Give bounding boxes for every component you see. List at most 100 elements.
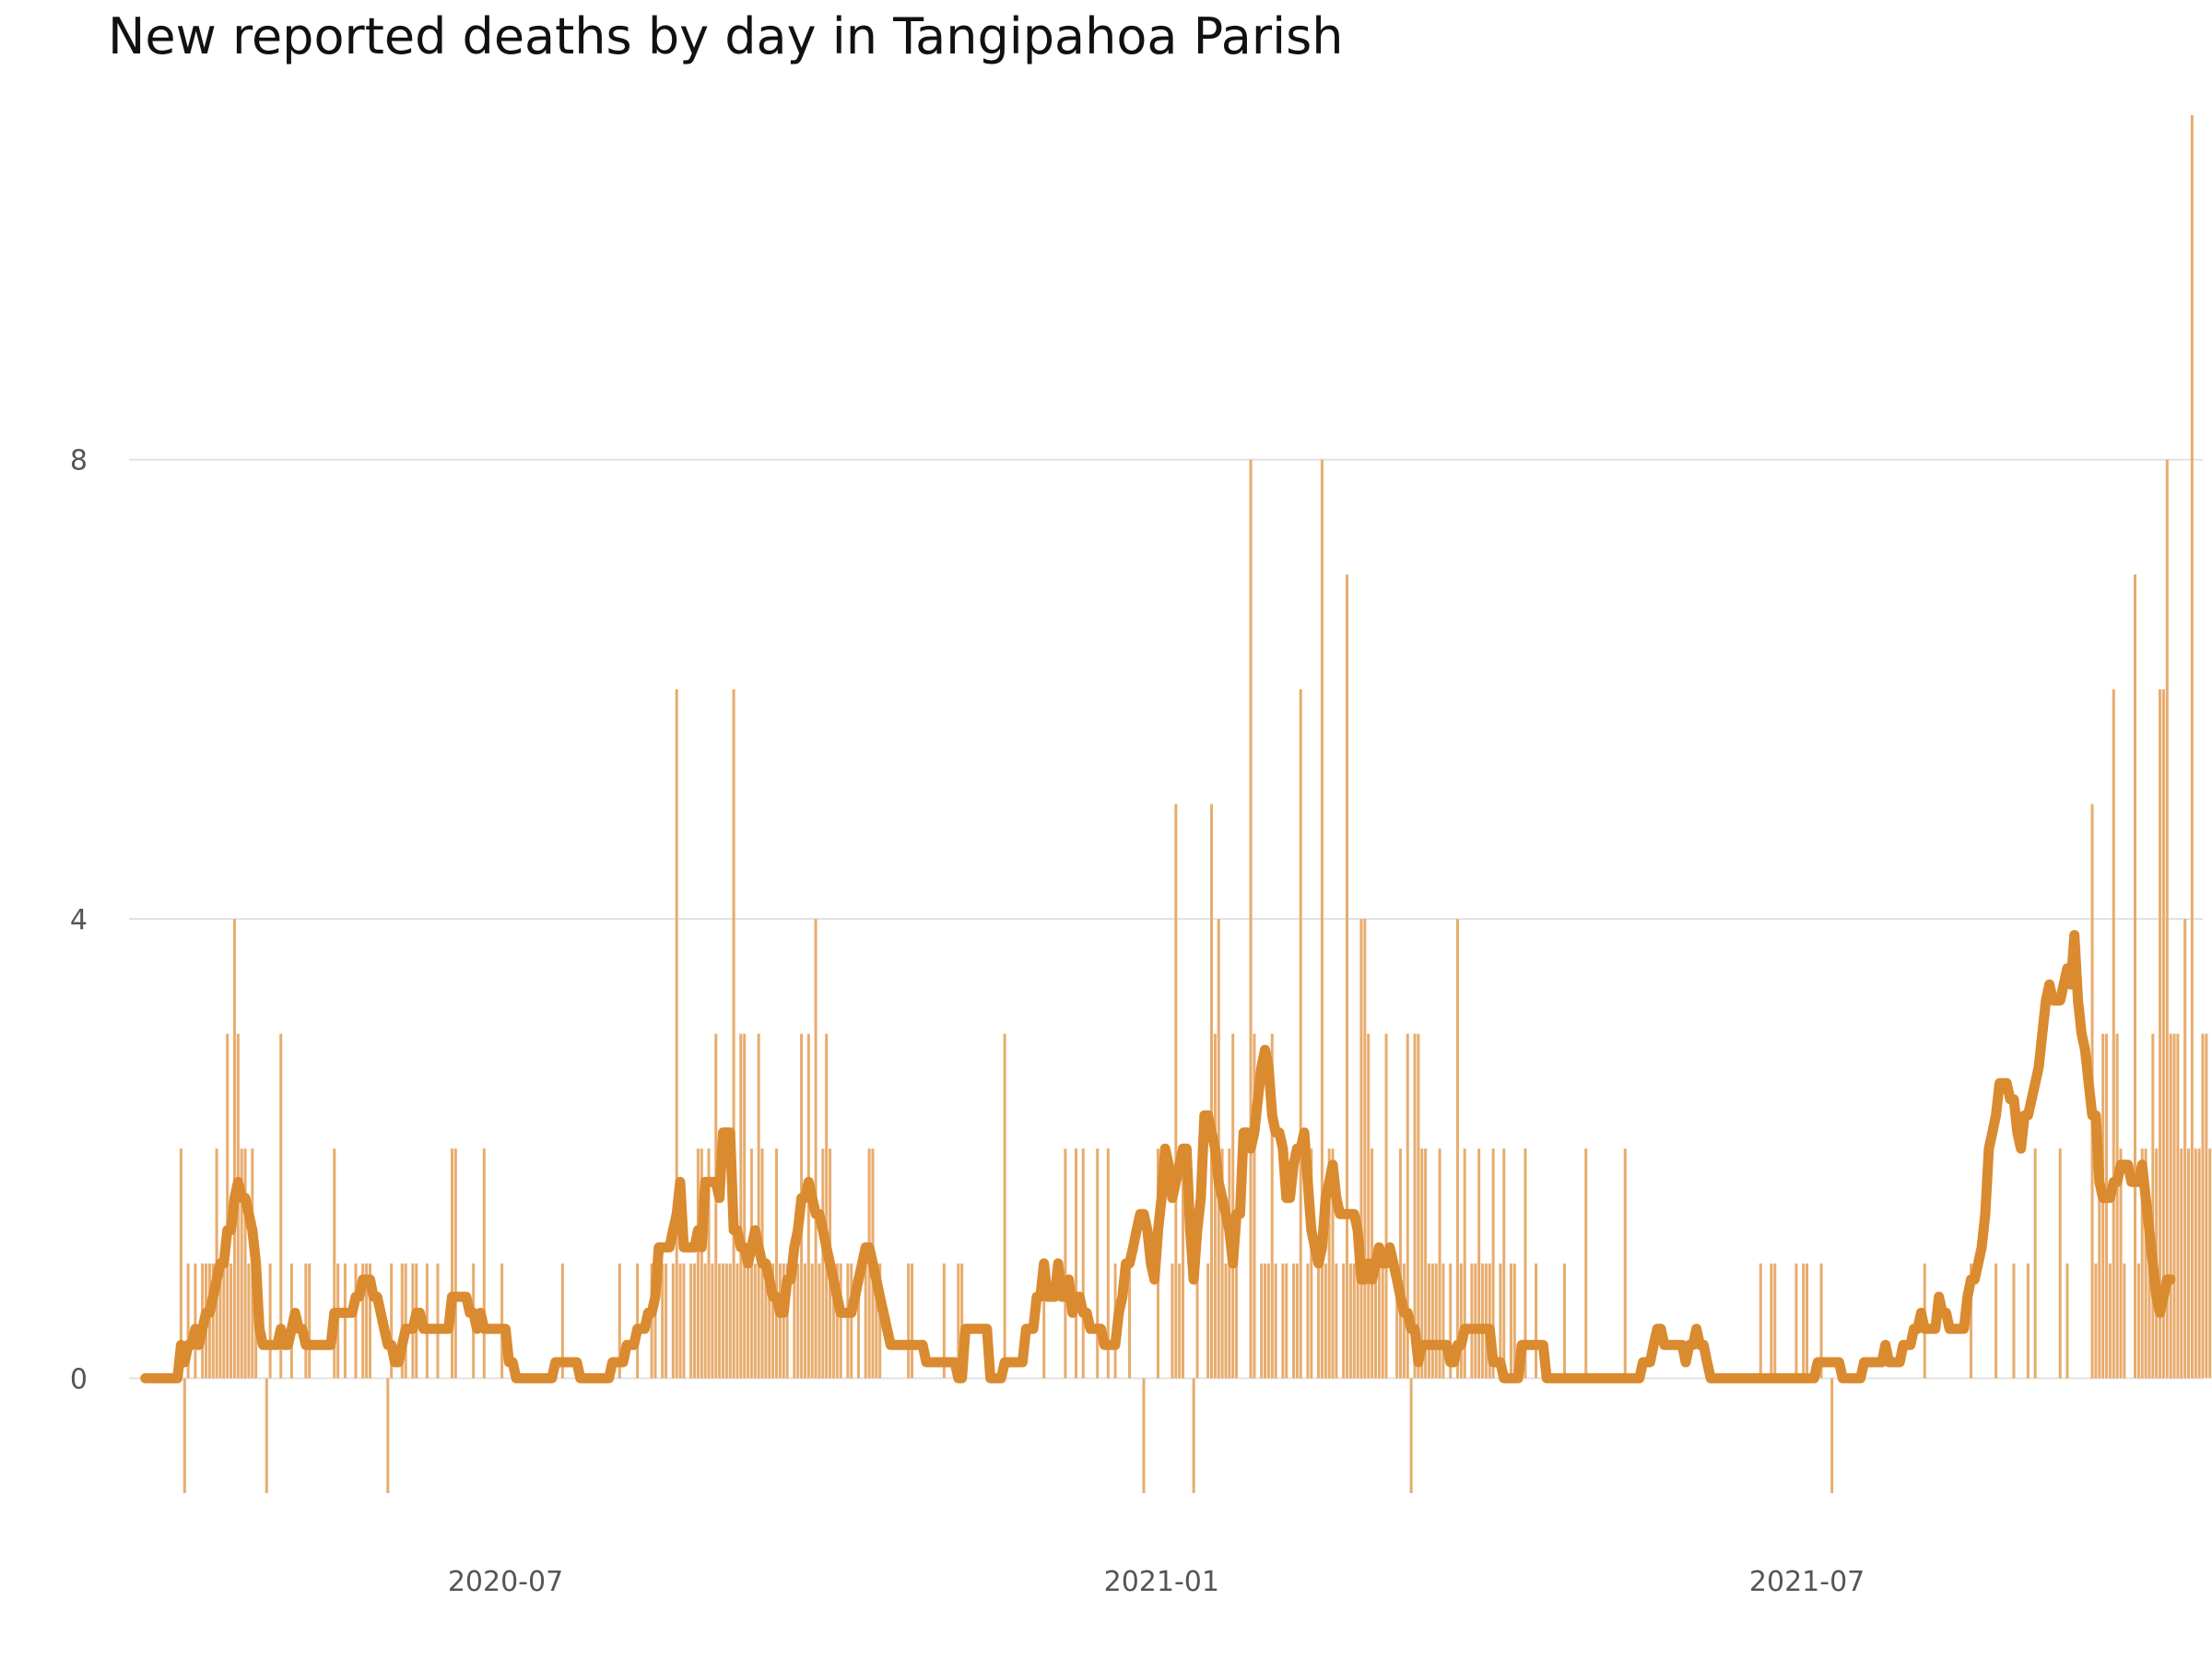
- bar-day-100: [500, 1263, 504, 1379]
- bar-day-362: [1434, 1263, 1438, 1379]
- bar-day-69: [390, 1263, 394, 1379]
- bar-day-565: [2159, 688, 2162, 1379]
- bar-day-258: [1064, 1148, 1067, 1379]
- bar-day-185: [803, 1263, 806, 1379]
- bar-day-27: [240, 1148, 243, 1379]
- y-tick-label-4: 4: [70, 904, 88, 936]
- bar-day-311: [1253, 1033, 1256, 1379]
- bar-day-560: [2140, 1148, 2144, 1379]
- bar-day-195: [839, 1263, 842, 1379]
- bar-day-62: [365, 1263, 369, 1379]
- bar-day-530: [2033, 1148, 2037, 1379]
- bar-day-317: [1274, 1263, 1277, 1379]
- bar-day-348: [1384, 1033, 1388, 1379]
- bar-day-453: [1759, 1263, 1762, 1379]
- bar-day-164: [728, 1263, 732, 1379]
- bar-day-354: [1406, 1033, 1409, 1379]
- bar-day-158: [707, 1148, 711, 1379]
- bar-day-319: [1281, 1263, 1285, 1379]
- bar-day-263: [1081, 1148, 1085, 1379]
- bar-day-172: [757, 1033, 760, 1379]
- bar-day-160: [714, 1033, 718, 1379]
- bar-day-302: [1220, 1148, 1224, 1379]
- bar-day-175: [768, 1263, 771, 1379]
- bar-day-295: [1195, 1263, 1199, 1379]
- bar-day-22: [222, 1263, 226, 1379]
- bar-day-18: [207, 1263, 211, 1379]
- rolling-average-polyline: [140, 930, 2176, 1383]
- bar-day-372: [1470, 1263, 1474, 1379]
- bar-day-153: [689, 1263, 693, 1379]
- bar-day-558: [2133, 574, 2137, 1379]
- bar-day-566: [2161, 688, 2165, 1379]
- bar-day-346: [1377, 1263, 1381, 1379]
- bar-day-183: [796, 1263, 800, 1379]
- bar-day-377: [1488, 1263, 1491, 1379]
- y-tick-label-0: 0: [70, 1363, 88, 1395]
- bar-day-324: [1299, 688, 1302, 1379]
- bar-day-574: [2190, 114, 2194, 1379]
- bar-day-154: [693, 1263, 697, 1379]
- bar-day-177: [775, 1148, 779, 1379]
- bar-day-359: [1424, 1148, 1428, 1379]
- bar-day-300: [1213, 1033, 1217, 1379]
- bar-day-261: [1074, 1148, 1077, 1379]
- bar-day-341: [1359, 919, 1363, 1379]
- bar-day-390: [1535, 1263, 1538, 1379]
- bar-day-465: [1802, 1263, 1806, 1379]
- bar-day-187: [810, 1263, 814, 1379]
- bar-day-368: [1455, 919, 1459, 1379]
- bar-day-457: [1773, 1263, 1777, 1379]
- bar-day-576: [2197, 1148, 2201, 1379]
- bar-day-326: [1306, 1263, 1310, 1379]
- bar-day-11: [182, 1378, 186, 1493]
- bar-day-298: [1206, 1263, 1210, 1379]
- bar-day-215: [911, 1263, 914, 1379]
- bar-day-343: [1367, 1033, 1371, 1379]
- bar-day-553: [2115, 1033, 2119, 1379]
- bar-day-45: [304, 1263, 308, 1379]
- bar-day-299: [1209, 804, 1213, 1379]
- bar-day-12: [186, 1263, 190, 1379]
- bar-day-200: [856, 1263, 860, 1379]
- bar-day-95: [482, 1148, 486, 1379]
- bar-day-182: [793, 1263, 796, 1379]
- bar-day-370: [1463, 1148, 1466, 1379]
- bar-day-167: [739, 1033, 743, 1379]
- bar-day-415: [1623, 1148, 1627, 1379]
- bar-day-360: [1427, 1263, 1430, 1379]
- bar-day-539: [2065, 1263, 2069, 1379]
- bar-day-241: [1003, 1033, 1006, 1379]
- bar-day-569: [2172, 1033, 2176, 1379]
- bar-day-473: [1830, 1378, 1834, 1493]
- bar-day-151: [682, 1263, 686, 1379]
- bar-day-169: [747, 1263, 750, 1379]
- bar-day-198: [850, 1263, 853, 1379]
- bar-day-331: [1324, 1263, 1327, 1379]
- bar-day-353: [1402, 1263, 1406, 1379]
- rolling-average-line: [140, 930, 2176, 1383]
- bar-day-568: [2169, 1033, 2172, 1379]
- bar-day-202: [864, 1263, 867, 1379]
- x-axis-ticks: 2020-07 2021-01 2021-07: [448, 1566, 1865, 1598]
- bar-day-188: [814, 919, 818, 1379]
- bar-day-205: [875, 1263, 878, 1379]
- bar-day-14: [194, 1263, 197, 1379]
- bar-day-373: [1474, 1263, 1477, 1379]
- bar-day-190: [821, 1148, 825, 1379]
- bar-day-548: [2098, 1148, 2101, 1379]
- bar-day-357: [1417, 1033, 1420, 1379]
- bar-day-186: [806, 1033, 810, 1379]
- bar-day-303: [1224, 1263, 1228, 1379]
- bar-day-376: [1484, 1263, 1488, 1379]
- bar-day-63: [368, 1263, 371, 1379]
- bar-day-171: [753, 1263, 757, 1379]
- bar-day-552: [2112, 688, 2115, 1379]
- gridlines: [129, 458, 2203, 1380]
- bar-day-337: [1345, 574, 1349, 1379]
- bar-day-289: [1174, 804, 1178, 1379]
- bar-day-288: [1171, 1263, 1174, 1379]
- bar-day-578: [2205, 1033, 2208, 1379]
- bar-day-178: [778, 1263, 782, 1379]
- bar-day-345: [1373, 1263, 1377, 1379]
